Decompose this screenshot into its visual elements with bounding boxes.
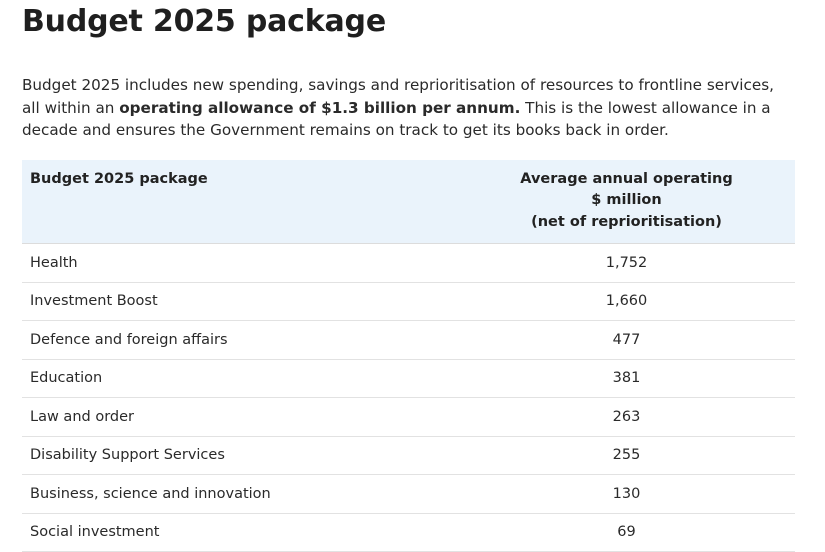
header-line-1: Average annual operating [466, 169, 787, 191]
row-value: 130 [458, 475, 795, 514]
header-average-annual-operating: Average annual operating $ million (net … [458, 160, 795, 244]
row-value: 381 [458, 359, 795, 398]
page-title: Budget 2025 package [22, 0, 795, 40]
budget-table: Budget 2025 package Average annual opera… [22, 160, 795, 552]
table-row: Defence and foreign affairs 477 [22, 321, 795, 360]
row-name: Defence and foreign affairs [22, 321, 458, 360]
table-row: Business, science and innovation 130 [22, 475, 795, 514]
row-name: Law and order [22, 398, 458, 437]
row-name: Disability Support Services [22, 436, 458, 475]
table-row: Education 381 [22, 359, 795, 398]
intro-paragraph: Budget 2025 includes new spending, savin… [22, 74, 795, 142]
table-header-row: Budget 2025 package Average annual opera… [22, 160, 795, 244]
header-line-3: (net of reprioritisation) [466, 212, 787, 234]
page-content: Budget 2025 package Budget 2025 includes… [22, 0, 795, 552]
row-name: Social investment [22, 513, 458, 552]
row-value: 1,660 [458, 282, 795, 321]
row-value: 477 [458, 321, 795, 360]
table-row: Social investment 69 [22, 513, 795, 552]
intro-text-bold: operating allowance of $1.3 billion per … [119, 99, 520, 117]
row-name: Business, science and innovation [22, 475, 458, 514]
table-row: Investment Boost 1,660 [22, 282, 795, 321]
table-row: Law and order 263 [22, 398, 795, 437]
row-value: 69 [458, 513, 795, 552]
header-package: Budget 2025 package [22, 160, 458, 244]
table-row: Disability Support Services 255 [22, 436, 795, 475]
row-value: 263 [458, 398, 795, 437]
row-name: Education [22, 359, 458, 398]
table-row: Health 1,752 [22, 244, 795, 283]
row-value: 1,752 [458, 244, 795, 283]
row-value: 255 [458, 436, 795, 475]
row-name: Health [22, 244, 458, 283]
header-line-2: $ million [466, 190, 787, 212]
row-name: Investment Boost [22, 282, 458, 321]
